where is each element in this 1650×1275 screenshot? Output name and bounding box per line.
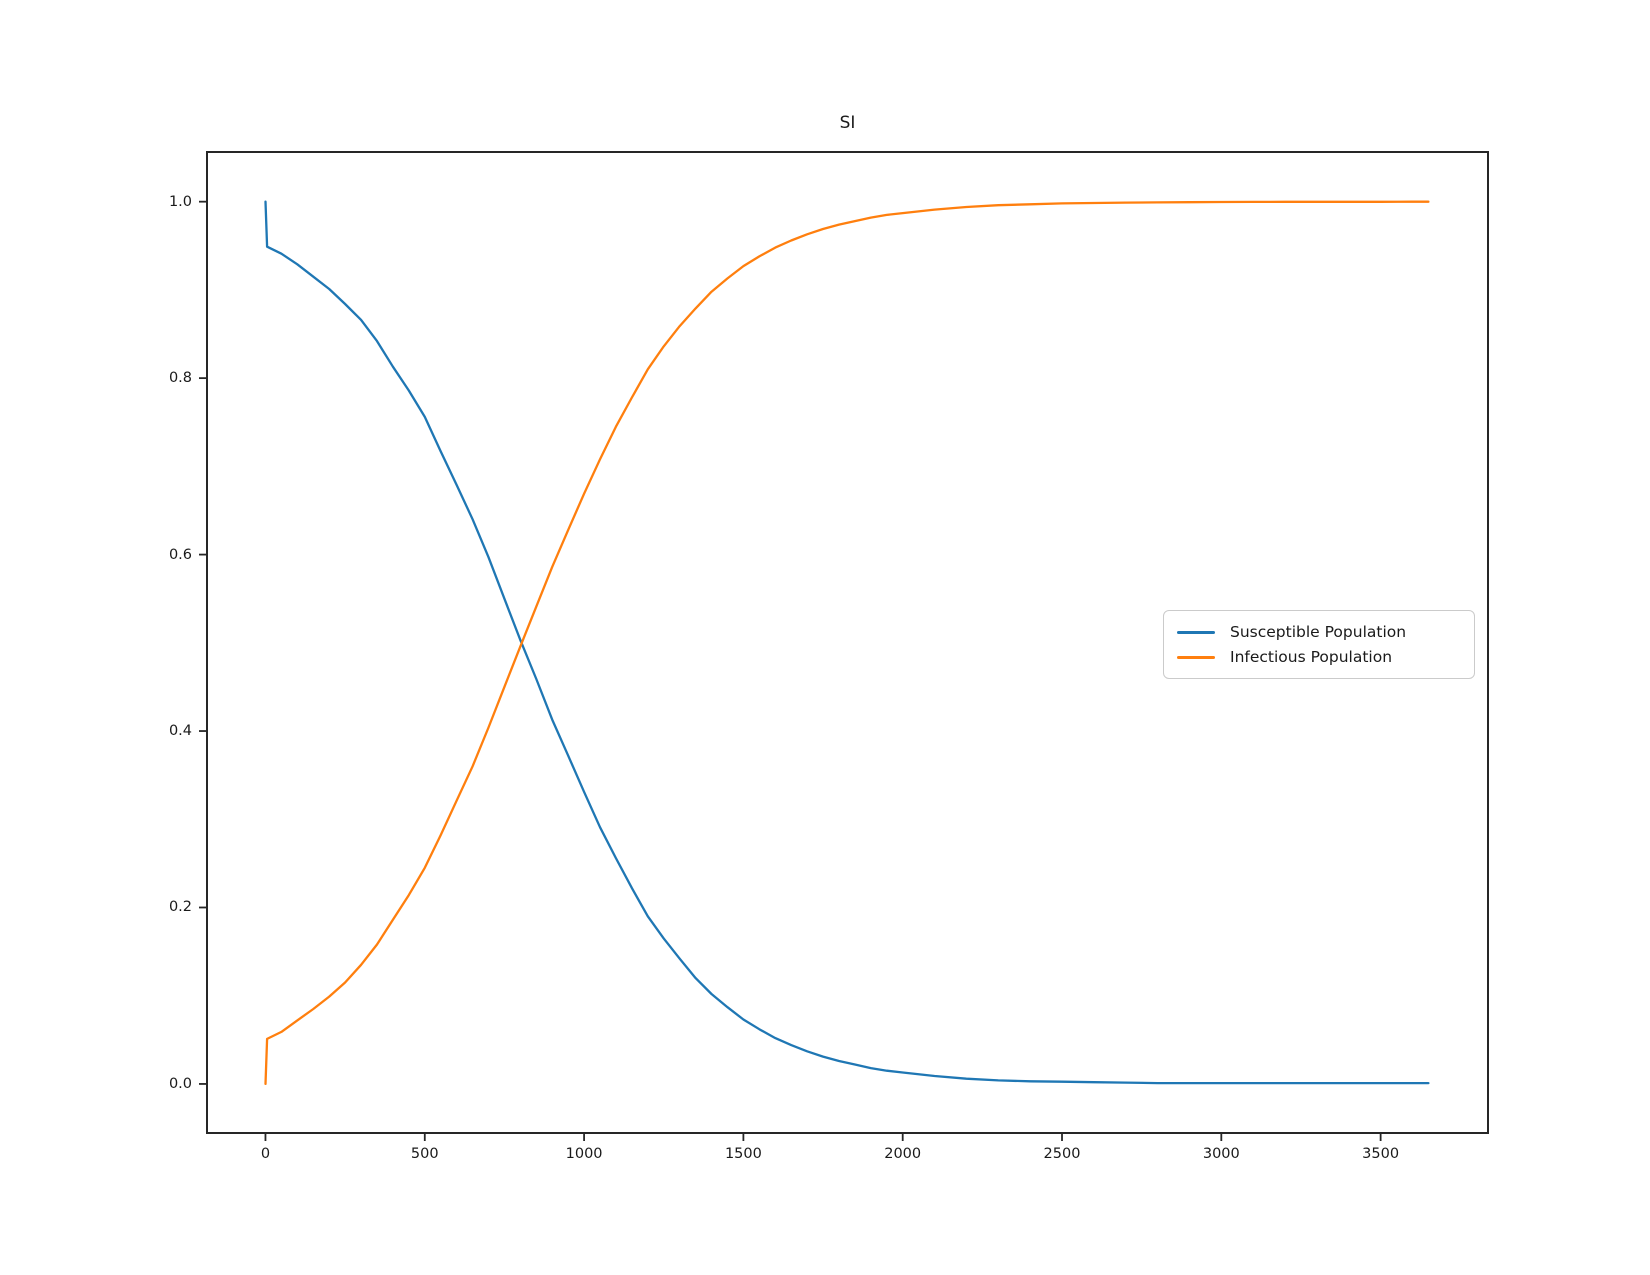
legend-item-infectious: Infectious Population xyxy=(1177,648,1461,666)
legend-line-swatch-susceptible xyxy=(1177,630,1215,634)
x-tick-label: 1500 xyxy=(724,1146,762,1162)
x-tick-label: 1000 xyxy=(565,1146,603,1162)
x-tick-label: 2000 xyxy=(884,1146,922,1162)
x-tick-label: 500 xyxy=(410,1146,439,1162)
legend-line-swatch-infectious xyxy=(1177,655,1215,659)
legend: Susceptible Population Infectious Popula… xyxy=(1163,610,1475,679)
x-tick-label: 3000 xyxy=(1202,1146,1240,1162)
legend-label-susceptible: Susceptible Population xyxy=(1230,623,1407,641)
legend-item-susceptible: Susceptible Population xyxy=(1177,623,1461,641)
susceptible-population-line xyxy=(264,200,1430,1085)
y-tick-label: 0.2 xyxy=(168,899,192,916)
axes-spines xyxy=(206,151,1489,1134)
y-tick-label: 0.0 xyxy=(168,1075,192,1092)
y-tick-label: 0.4 xyxy=(168,723,192,740)
y-tick-label: 1.0 xyxy=(168,193,192,210)
y-tick-label: 0.8 xyxy=(168,370,192,387)
x-tick-label: 2500 xyxy=(1043,1146,1081,1162)
infectious-population-line xyxy=(264,200,1430,1086)
y-tick-label: 0.6 xyxy=(168,546,192,563)
x-tick-label: 0 xyxy=(260,1146,271,1162)
x-tick-label: 3500 xyxy=(1362,1146,1400,1162)
chart-title: SI xyxy=(839,113,856,133)
legend-label-infectious: Infectious Population xyxy=(1230,648,1393,666)
